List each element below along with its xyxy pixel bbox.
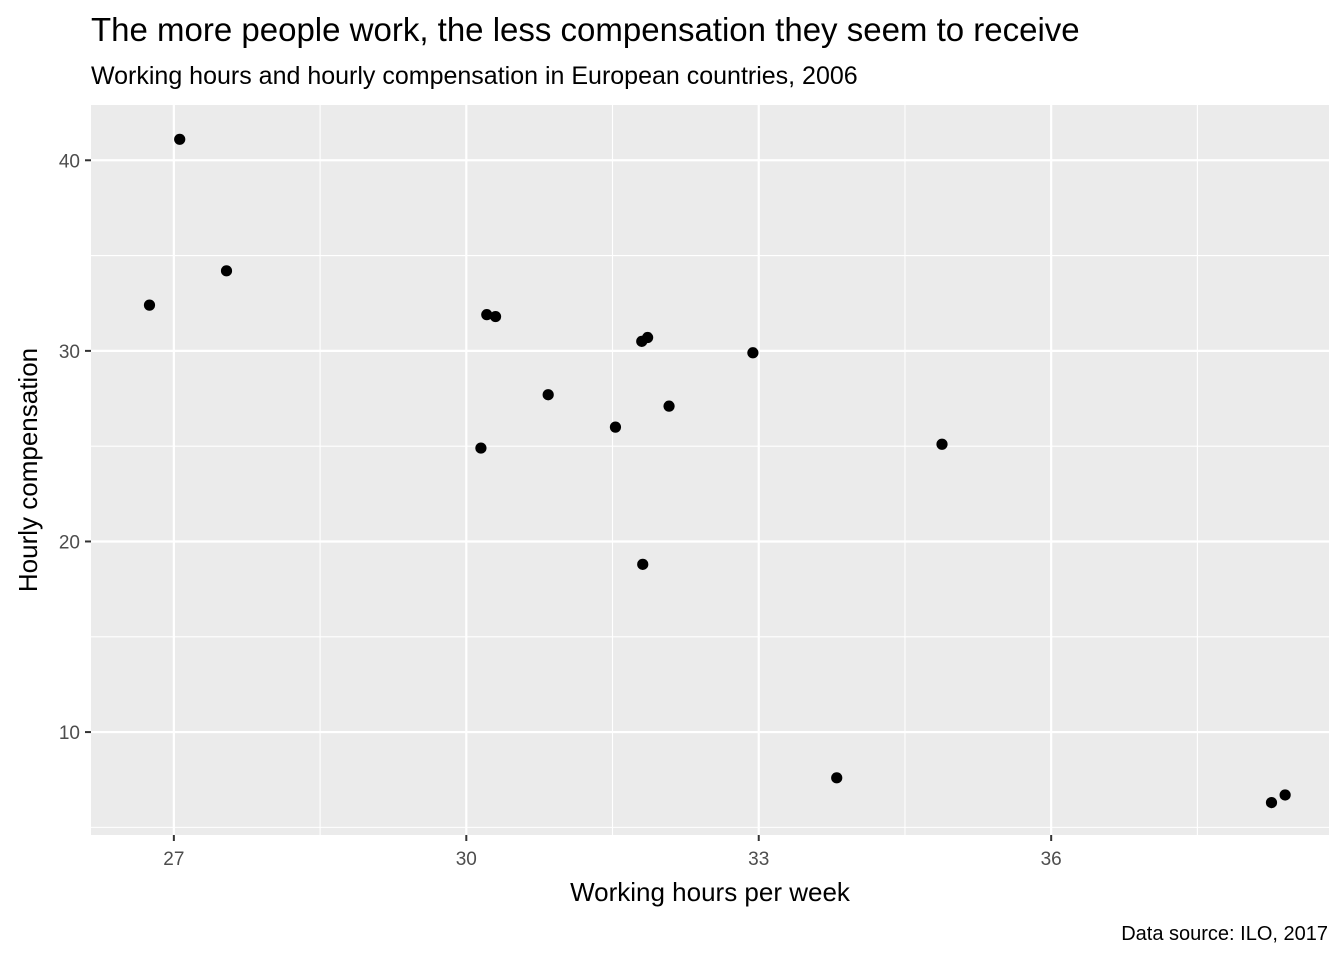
data-point: [831, 772, 843, 784]
data-point: [637, 558, 649, 570]
y-axis-title: Hourly compensation: [13, 348, 43, 592]
y-tick-label: 20: [59, 532, 80, 553]
data-point: [542, 389, 554, 401]
plot-panel: [91, 105, 1329, 835]
data-point: [1279, 789, 1291, 801]
x-tick-label: 30: [456, 849, 477, 870]
data-point: [609, 421, 622, 433]
major-gridlines: [91, 105, 1329, 835]
x-tick-label: 33: [748, 849, 769, 870]
data-point: [642, 331, 654, 344]
data-point: [747, 347, 759, 359]
y-tick-label: 10: [59, 723, 80, 744]
minor-gridlines: [91, 105, 1329, 835]
data-points: [143, 133, 1291, 809]
data-point: [174, 133, 186, 145]
data-point: [663, 400, 675, 412]
y-tick-label: 30: [59, 342, 80, 363]
y-axis-ticks: 10 20 30 40: [59, 151, 91, 744]
x-axis-ticks: 27 30 33 36: [163, 835, 1062, 870]
data-point: [489, 310, 502, 323]
chart-subtitle: Working hours and hourly compensation in…: [91, 62, 858, 90]
data-point: [481, 309, 493, 321]
data-source-caption: Data source: ILO, 2017: [1121, 923, 1328, 945]
data-point: [143, 299, 156, 311]
data-point: [936, 438, 948, 450]
data-point: [1265, 796, 1278, 809]
x-tick-label: 36: [1041, 849, 1062, 870]
y-tick-label: 40: [59, 151, 80, 172]
x-tick-label: 27: [163, 849, 184, 870]
chart-title: The more people work, the less compensat…: [91, 11, 1080, 48]
x-axis-title: Working hours per week: [570, 877, 851, 907]
data-point: [475, 442, 487, 454]
data-point: [220, 265, 233, 277]
